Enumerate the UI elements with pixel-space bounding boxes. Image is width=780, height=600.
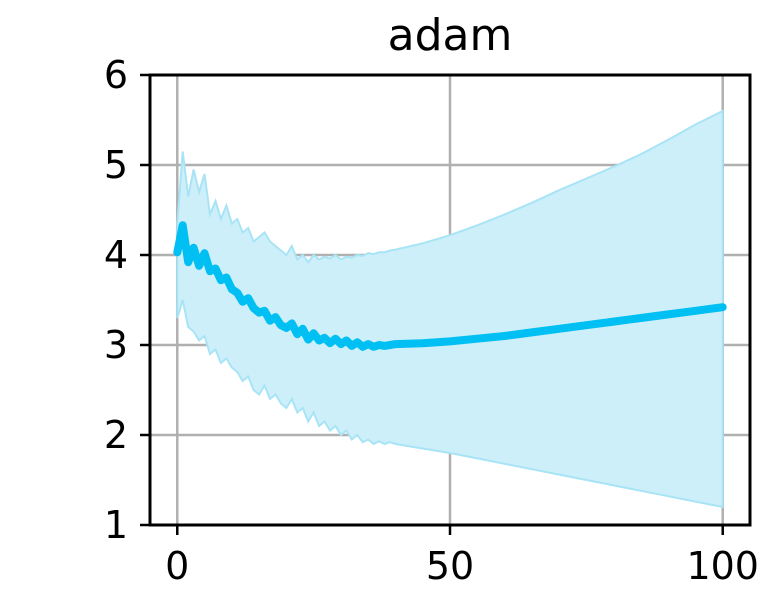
x-tick-label-2: 100 <box>686 544 759 588</box>
y-tick-label-0: 1 <box>104 503 128 547</box>
x-tick-label-1: 50 <box>426 544 474 588</box>
y-tick-label-5: 6 <box>104 53 128 97</box>
mean-line-0 <box>173 221 727 351</box>
tick-labels: 0 50 100 1 2 3 4 5 6 <box>104 53 759 588</box>
variance-band-layer <box>176 109 724 509</box>
y-tick-label-3: 4 <box>104 233 128 277</box>
variance-band-0 <box>176 109 724 509</box>
y-tick-label-1: 2 <box>104 413 128 457</box>
y-tick-label-4: 5 <box>104 143 128 187</box>
y-tick-label-2: 3 <box>104 323 128 367</box>
x-tick-label-0: 0 <box>165 544 189 588</box>
mean-line-layer <box>173 221 727 351</box>
chart-title: adam <box>388 10 513 61</box>
tick-marks <box>140 73 724 535</box>
